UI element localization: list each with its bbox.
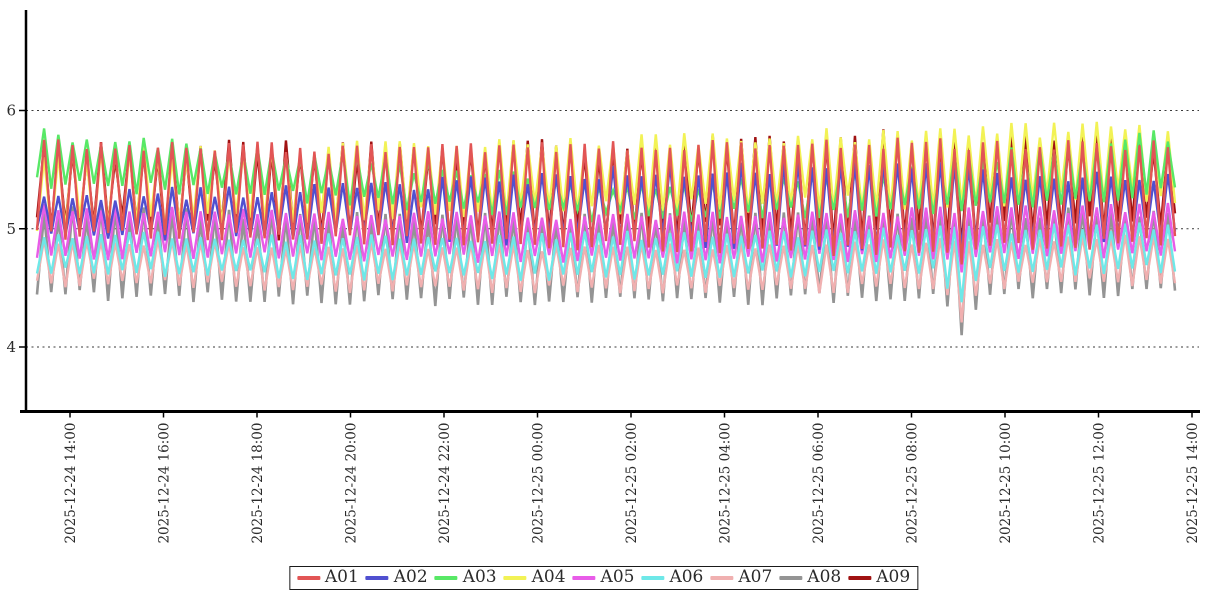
legend-label-A06: A06 [669, 567, 704, 587]
plot-area: 6 5 4 2025-12-24 14:00 2025-12-24 16:00 2025-… [6, 10, 1201, 544]
x-tick-label: 2025-12-25 14:00 [1185, 423, 1201, 544]
y-tick-label: 5 [6, 220, 16, 238]
legend-item-A09: A09 [848, 569, 910, 586]
y-tick-label: 6 [6, 102, 16, 120]
series-line-A07 [35, 234, 1177, 323]
legend-label-A02: A02 [393, 567, 428, 587]
legend-item-A08: A08 [779, 569, 841, 586]
legend-label-A08: A08 [807, 567, 842, 587]
legend-label-A04: A04 [531, 567, 566, 587]
x-tick-label: 2025-12-24 14:00 [63, 423, 79, 544]
legend-item-A04: A04 [503, 567, 566, 587]
legend-label-A01: A01 [324, 567, 359, 587]
legend-item-A05: A05 [572, 567, 635, 587]
legend-item-A07: A07 [710, 569, 772, 586]
legend-swatch-A07 [710, 575, 734, 580]
legend-swatch-A02 [365, 575, 389, 580]
x-tick-label: 2025-12-25 06:00 [811, 423, 827, 544]
series-line-A01 [35, 137, 1177, 265]
x-tick-label: 2025-12-24 22:00 [437, 423, 453, 544]
legend-label-A03: A03 [462, 567, 497, 587]
legend-swatch-A06 [641, 575, 665, 580]
legend-item-A06: A06 [641, 569, 703, 586]
legend-swatch-A03 [434, 575, 458, 580]
series-line-A06 [35, 222, 1177, 303]
x-tick-label: 2025-12-25 12:00 [1092, 423, 1108, 544]
x-tick-label: 2025-12-25 00:00 [531, 423, 547, 544]
x-tick-label: 2025-12-24 18:00 [250, 423, 266, 544]
x-tick-label: 2025-12-24 20:00 [344, 423, 360, 544]
legend-swatch-A09 [848, 575, 872, 580]
legend-swatch-A01 [296, 575, 320, 580]
x-tick-label: 2025-12-25 08:00 [905, 423, 921, 544]
legend-item-A03: A03 [434, 567, 497, 587]
y-tick-label: 4 [6, 338, 16, 356]
legend-label-A07: A07 [738, 567, 773, 587]
legend-swatch-A04 [503, 575, 527, 580]
legend-swatch-A05 [572, 575, 596, 580]
legend-label-A05: A05 [600, 567, 635, 587]
x-tick-label: 2025-12-25 02:00 [624, 423, 640, 544]
legend-swatch-A08 [779, 575, 803, 580]
legend-item-A02: A02 [365, 567, 428, 587]
legend: A01 A02 A03 A04 A05 A06 A07 A08 A09 [288, 566, 919, 590]
legend-item-A01: A01 [296, 567, 359, 587]
legend-label-A09: A09 [876, 567, 911, 587]
series-line-A05 [35, 202, 1177, 273]
x-tick-label: 2025-12-25 10:00 [998, 423, 1014, 544]
x-tick-label: 2025-12-25 04:00 [718, 423, 734, 544]
x-tick-label: 2025-12-24 16:00 [157, 423, 173, 544]
